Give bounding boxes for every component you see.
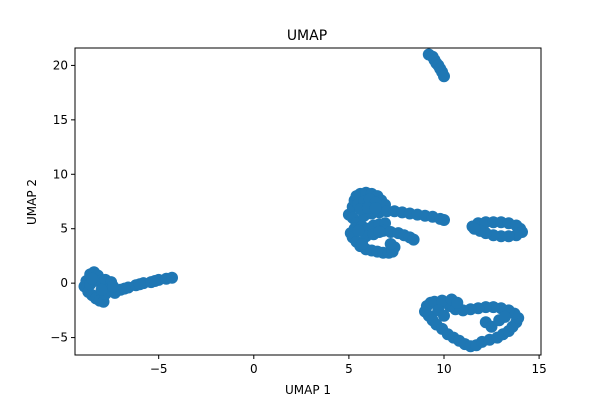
data-point	[468, 222, 481, 235]
x-tick-label: 0	[250, 362, 258, 376]
x-axis-label: UMAP 1	[285, 383, 331, 397]
data-point	[166, 271, 178, 284]
y-tick-label: 0	[60, 276, 68, 290]
data-points	[78, 48, 528, 353]
data-point	[95, 283, 108, 296]
y-tick-label: 15	[53, 113, 68, 127]
data-point	[133, 278, 146, 291]
y-tick-label: 10	[53, 167, 68, 181]
y-tick-label: 20	[53, 58, 68, 72]
x-axis-ticks: −5 0 5 10 15	[150, 355, 547, 376]
data-point	[356, 238, 369, 250]
data-point	[352, 224, 365, 237]
x-tick-label: −5	[150, 362, 168, 376]
data-point	[118, 282, 131, 295]
data-point	[498, 310, 511, 323]
data-point	[451, 296, 464, 309]
plot-frame	[74, 47, 542, 356]
data-point	[407, 233, 420, 246]
y-axis-ticks: −5 0 5 10 15 20	[50, 58, 75, 345]
data-point	[373, 226, 386, 238]
data-point	[369, 202, 382, 214]
data-point	[86, 272, 99, 285]
data-point	[107, 280, 119, 293]
chart-title: UMAP	[287, 28, 327, 44]
x-tick-label: 10	[436, 362, 451, 376]
y-tick-label: 5	[60, 222, 68, 236]
x-tick-label: 5	[345, 362, 353, 376]
y-axis-label: UMAP 2	[25, 179, 39, 225]
x-tick-label: 15	[531, 362, 546, 376]
data-point	[438, 309, 450, 322]
data-point	[148, 275, 161, 287]
data-point	[384, 238, 397, 250]
data-point	[438, 70, 450, 83]
data-point	[438, 214, 450, 226]
data-point	[436, 294, 449, 307]
y-tick-label: −5	[50, 331, 68, 345]
